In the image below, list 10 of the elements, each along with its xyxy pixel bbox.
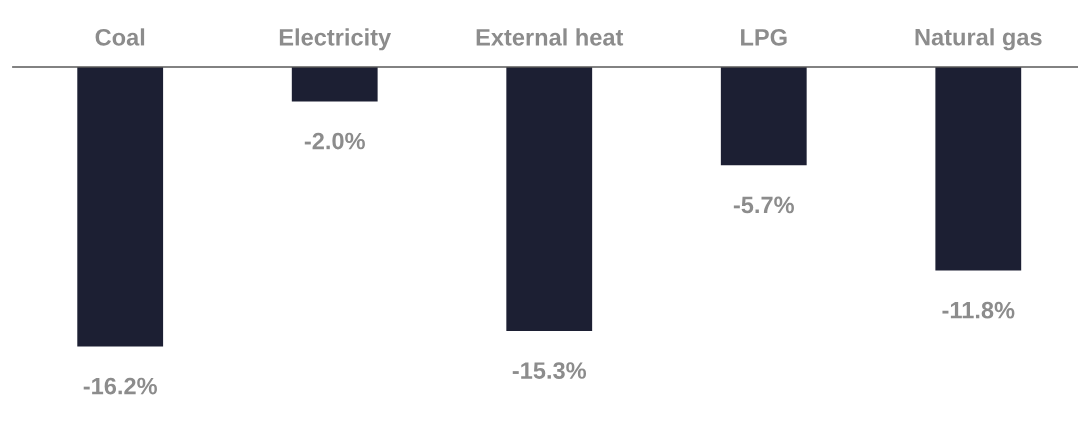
x-tick-label: Electricity — [279, 28, 392, 51]
data-label: -2.0% — [304, 132, 365, 150]
x-tick-label: LPG — [741, 28, 787, 46]
x-tick-label: Coal — [95, 28, 145, 46]
data-label: -16.2% — [83, 377, 157, 395]
data-label: -11.8% — [942, 301, 1015, 319]
data-label: -5.7% — [733, 196, 794, 214]
x-tick-label: External heat — [476, 28, 624, 46]
x-tick-label: Natural gas — [915, 28, 1042, 51]
data-label: -15.3% — [512, 362, 587, 379]
